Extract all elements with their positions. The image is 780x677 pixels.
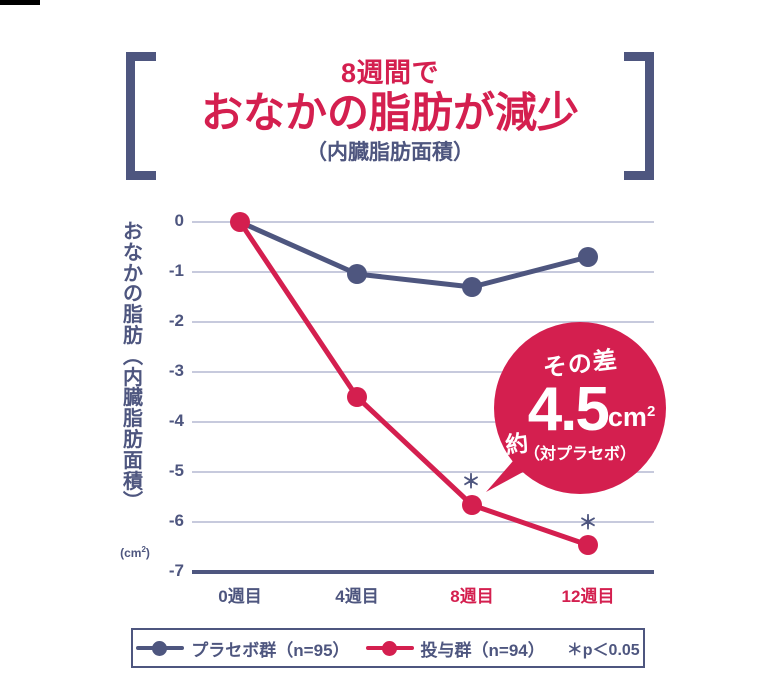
callout-unit: cm2 bbox=[607, 402, 656, 432]
bracket-right bbox=[624, 52, 654, 180]
callout-number: 4.5 bbox=[527, 375, 610, 444]
legend-pvalue-note: ＊p＜0.05 bbox=[566, 642, 640, 659]
registration-bar bbox=[0, 0, 40, 5]
page-title: おなかの脂肪が減少 bbox=[200, 89, 579, 137]
series-markers-placebo bbox=[347, 247, 598, 297]
legend-label-treatment: 投与群（n=94） bbox=[420, 640, 545, 660]
y-tick-m3: -3 bbox=[168, 361, 184, 380]
difference-callout-badge: その差 約4.5cm2 （対プラセボ） bbox=[494, 322, 666, 494]
y-tick-m6: -6 bbox=[168, 511, 184, 530]
y-tick-0: 0 bbox=[174, 211, 184, 230]
chart-legend: プラセボ群（n=95） 投与群（n=94） ＊p＜0.05 bbox=[131, 628, 645, 668]
title-text-group: 8週間で おなかの脂肪が減少 （内臓脂肪面積） bbox=[160, 52, 620, 165]
series-line-treatment bbox=[237, 219, 591, 548]
x-tick-week12: 12週目 bbox=[561, 587, 615, 606]
x-tick-week4: 4週目 bbox=[335, 587, 379, 606]
y-tick-m2: -2 bbox=[168, 311, 184, 330]
legend-item-placebo: プラセボ群（n=95） bbox=[136, 636, 350, 661]
significance-mark-week12: ＊ bbox=[578, 513, 598, 534]
callout-value-row: 約4.5cm2 bbox=[494, 374, 666, 459]
bracket-left bbox=[126, 52, 156, 180]
title-line-1: 8週間で bbox=[340, 58, 440, 88]
title-block: 8週間で おなかの脂肪が減少 （内臓脂肪面積） bbox=[0, 52, 780, 180]
x-tick-week8: 8週目 bbox=[450, 587, 494, 606]
series-markers-treatment bbox=[230, 212, 598, 555]
series-line-placebo bbox=[237, 219, 591, 290]
legend-label-placebo: プラセボ群（n=95） bbox=[191, 640, 350, 660]
y-tick-m7: -7 bbox=[168, 561, 184, 580]
significance-mark-week8: ＊ bbox=[461, 472, 481, 493]
x-tick-week0: 0週目 bbox=[218, 587, 262, 606]
callout-comparison-note: （対プラセボ） bbox=[523, 446, 636, 463]
y-tick-m5: -5 bbox=[168, 461, 184, 480]
legend-item-treatment: 投与群（n=94） bbox=[365, 636, 545, 661]
y-axis-unit: (cm2) bbox=[120, 545, 150, 560]
title-subtitle: （内臓脂肪面積） bbox=[306, 141, 474, 165]
legend-marker-icon-placebo bbox=[136, 641, 185, 656]
y-axis-title: おなかの脂肪 ︵ 内臓脂肪面積 ︶ bbox=[123, 221, 143, 514]
legend-marker-icon-treatment bbox=[365, 641, 414, 656]
y-tick-m1: -1 bbox=[168, 261, 184, 280]
y-tick-m4: -4 bbox=[168, 411, 184, 430]
